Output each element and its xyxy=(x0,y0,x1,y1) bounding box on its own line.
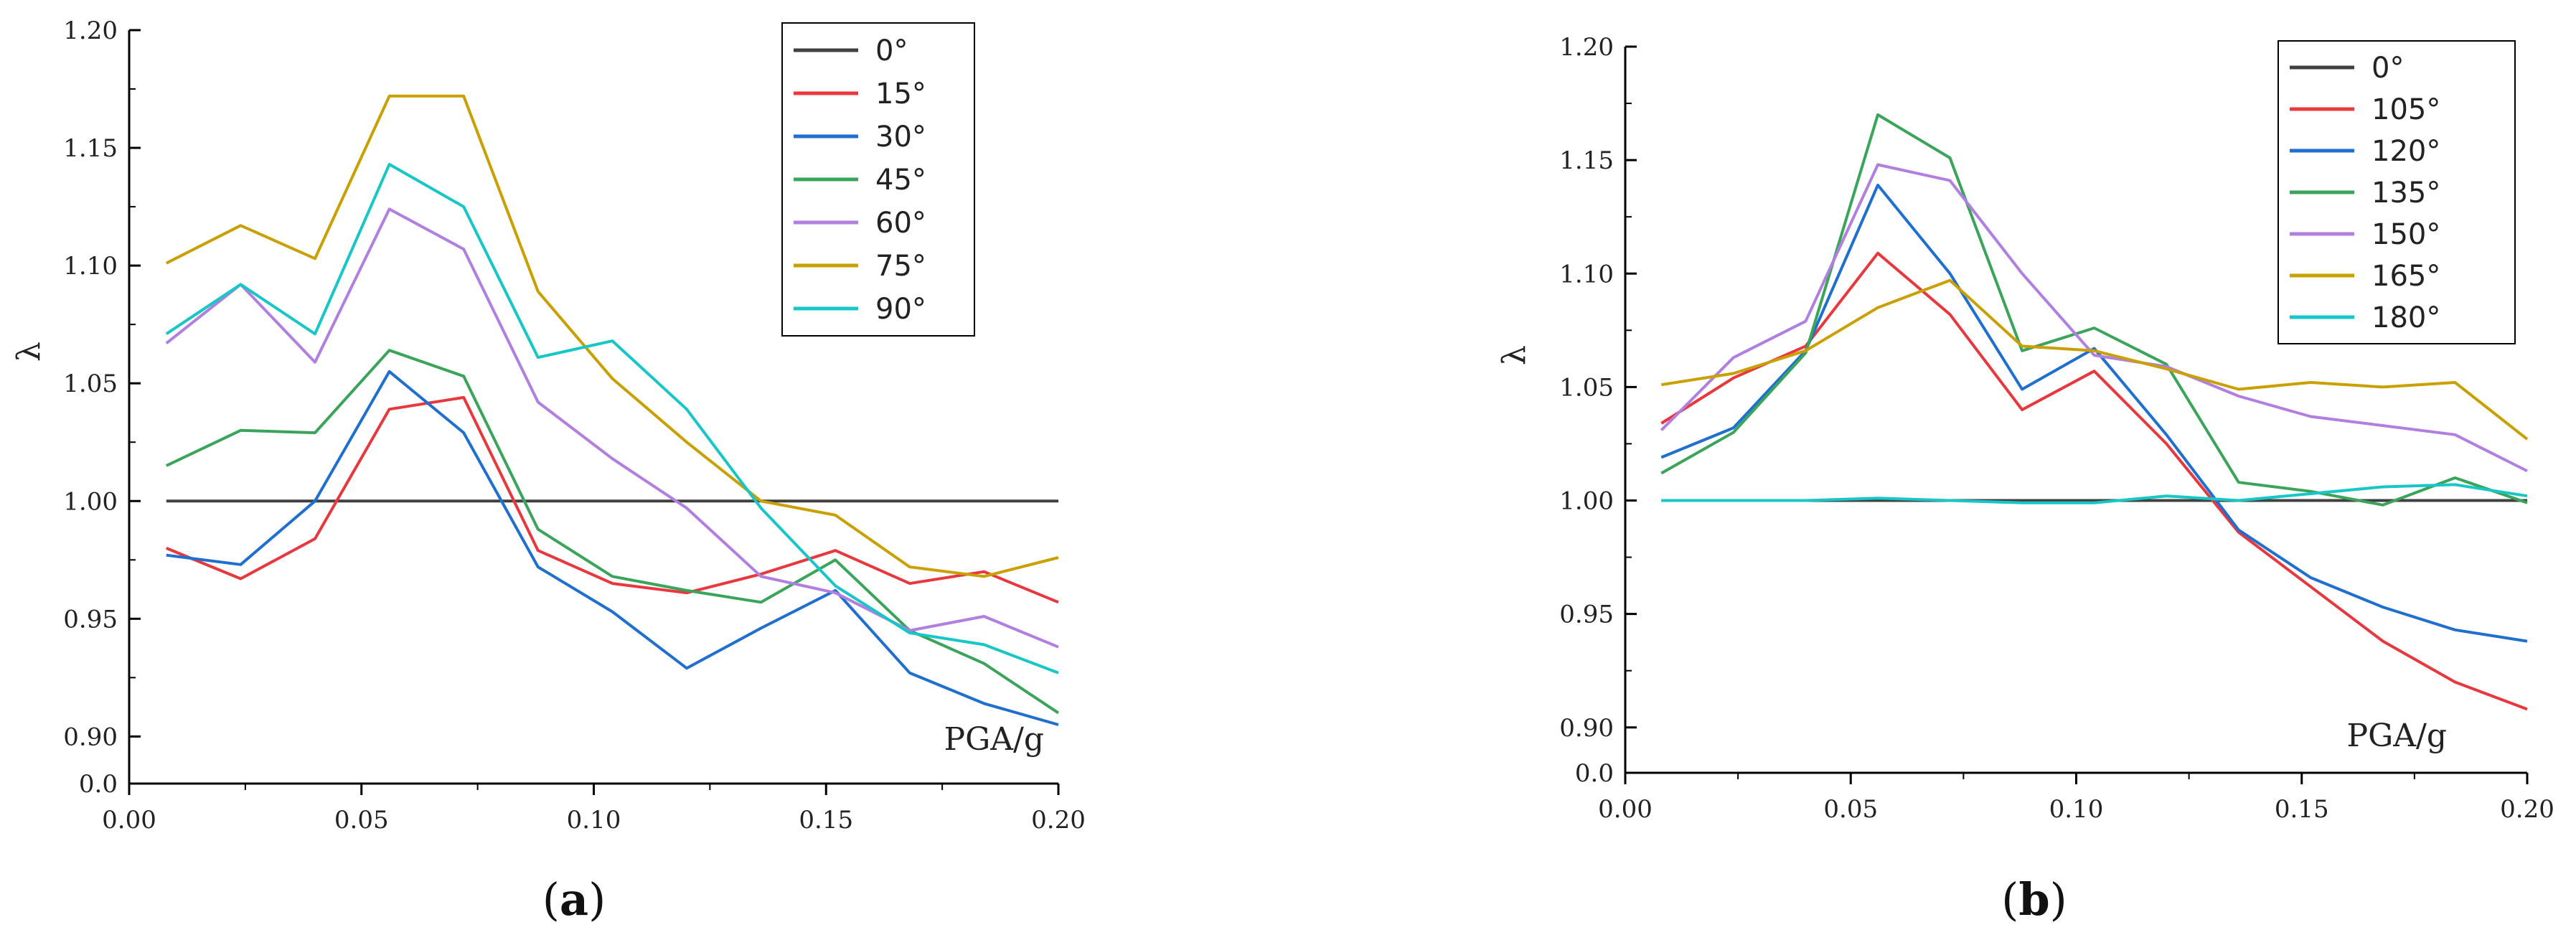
chart-b-x-tick-label: 0.10 xyxy=(2049,795,2104,824)
chart-b-series-line-4 xyxy=(1660,163,2528,473)
chart-a-x-tick-label: 0.20 xyxy=(1031,806,1086,835)
chart-a-y-axis-label: λ xyxy=(11,342,47,362)
chart-b-legend-label: 150° xyxy=(2371,218,2440,251)
chart-a-series-line-5 xyxy=(165,94,1059,578)
chart-a-caption-letter: a xyxy=(560,873,588,926)
chart-b-series-line-5 xyxy=(1660,278,2529,441)
chart-b-y-tick-label: 1.20 xyxy=(1559,33,1614,62)
chart-a-legend-label: 90° xyxy=(875,293,926,326)
chart-b-legend-label: 0° xyxy=(2371,52,2404,85)
chart-b-caption-letter: b xyxy=(2018,873,2049,926)
chart-b-y-tick-label: 1.15 xyxy=(1559,146,1614,175)
chart-b-x-tick-label: 0.05 xyxy=(1823,795,1878,824)
chart-a-series-line-1 xyxy=(166,395,1059,604)
chart-b-legend-label: 180° xyxy=(2371,301,2440,334)
chart-a-y-tick-label: 1.00 xyxy=(63,487,118,516)
chart-a-y-tick-label: 1.15 xyxy=(63,134,118,163)
chart-panel-a: 0.90 0.95 1.00 1.05 1.10 1.15 1.20 0.0 0.00 0.05 0… xyxy=(11,17,1086,926)
chart-b-x-tick-label: 0.20 xyxy=(2500,795,2554,824)
chart-b-legend-label: 135° xyxy=(2371,177,2440,210)
chart-panel-b: 0.90 0.95 1.00 1.05 1.10 1.15 1.20 0.0 0.00 0.05 0… xyxy=(1288,0,2576,940)
chart-b-caption: (b) xyxy=(2001,873,2067,926)
chart-b-y-origin-label: 0.0 xyxy=(1575,759,1614,788)
chart-a-x-tick-label: 0.00 xyxy=(102,806,156,835)
chart-b-x-tick-label: 0.15 xyxy=(2275,795,2329,824)
chart-a-y-tick-label: 0.90 xyxy=(63,723,118,751)
chart-a-legend-label: 75° xyxy=(875,250,926,283)
chart-b-series-line-3 xyxy=(1660,113,2528,507)
chart-a-y-tick-label: 1.05 xyxy=(63,370,118,398)
chart-a-x-tick-label: 0.15 xyxy=(799,806,853,835)
chart-b-x-tick-label: 0.00 xyxy=(1598,795,1653,824)
chart-b-legend-label: 120° xyxy=(2371,135,2440,168)
chart-a-legend-label: 30° xyxy=(875,121,926,154)
chart-a-series-line-4 xyxy=(165,207,1059,649)
chart-b-y-tick-label: 1.10 xyxy=(1559,260,1614,288)
chart-b-legend-label: 165° xyxy=(2371,260,2440,293)
chart-b-x-annotation: PGA/g xyxy=(2346,718,2447,754)
chart-b-y-tick-label: 1.05 xyxy=(1559,373,1614,402)
chart-b-y-tick-label: 0.90 xyxy=(1559,714,1614,743)
chart-a-caption: (a) xyxy=(542,873,606,926)
chart-a-x-tick-label: 0.05 xyxy=(334,806,389,835)
chart-b-legend: 0° 105° 120° 135° 150° 165° 180° xyxy=(2277,40,2516,344)
chart-b-y-tick-label: 1.00 xyxy=(1559,487,1614,516)
chart-a-series-line-6 xyxy=(165,163,1059,675)
chart-b-svg: 0.90 0.95 1.00 1.05 1.10 1.15 1.20 0.0 0.00 0.05 0… xyxy=(1496,33,2554,926)
chart-b-y-axis-label: λ xyxy=(1496,345,1533,365)
chart-b-series-line-6 xyxy=(1661,483,2528,504)
chart-a-x-tick-label: 0.10 xyxy=(567,806,621,835)
chart-a-series-line-2 xyxy=(166,370,1059,726)
chart-a-legend-label: 60° xyxy=(875,207,926,240)
chart-a-legend-label: 15° xyxy=(875,77,926,111)
chart-b-series-line-1 xyxy=(1660,251,2528,711)
chart-a-legend-label: 45° xyxy=(875,164,926,197)
chart-a-series-line-3 xyxy=(165,349,1060,715)
chart-a-y-tick-label: 1.20 xyxy=(63,17,118,45)
chart-a-legend-label: 0° xyxy=(875,34,908,67)
chart-a-svg: 0.90 0.95 1.00 1.05 1.10 1.15 1.20 0.0 0.00 0.05 0… xyxy=(11,17,1086,926)
chart-a-y-tick-label: 0.95 xyxy=(63,605,118,634)
chart-b-legend-label: 105° xyxy=(2371,93,2440,126)
chart-a-x-annotation: PGA/g xyxy=(944,721,1044,758)
chart-a-y-origin-label: 0.0 xyxy=(79,770,118,799)
chart-a-y-tick-label: 1.10 xyxy=(63,252,118,281)
chart-b-y-tick-label: 0.95 xyxy=(1559,601,1614,629)
chart-a-legend: 0° 15° 30° 45° 60° 75° 90° xyxy=(781,22,975,337)
